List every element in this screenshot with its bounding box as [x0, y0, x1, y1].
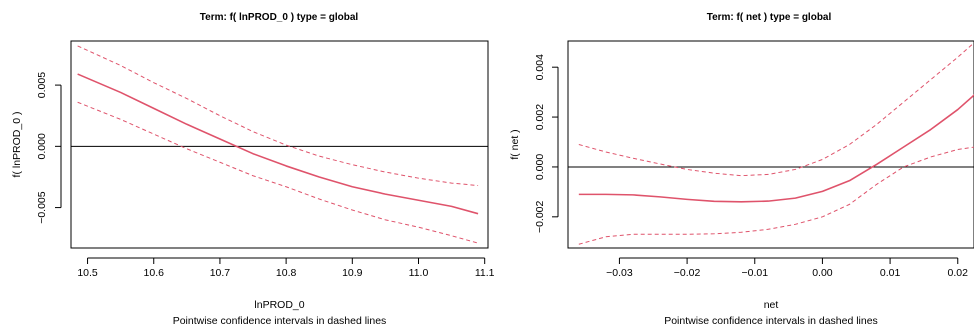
chart-title: Term: f( lnPROD_0 ) type = global	[200, 12, 359, 23]
x-tick-label: 0.01	[880, 267, 901, 279]
chart-panel-lnprod: Term: f( lnPROD_0 ) type = global 10.5 10.…	[11, 12, 495, 327]
x-tick-label: −0.03	[606, 267, 633, 279]
x-tick-label: 11.0	[409, 267, 429, 279]
lower-ci-line	[77, 101, 479, 244]
chart-title: Term: f( net ) type = global	[707, 12, 832, 23]
x-axis-label: net	[764, 299, 779, 311]
chart-subtitle: Pointwise confidence intervals in dashed…	[173, 315, 387, 327]
estimate-line	[578, 94, 974, 203]
x-tick-label: 10.7	[210, 267, 231, 279]
estimate-line	[77, 73, 479, 215]
y-axis-label: f( net )	[509, 129, 521, 159]
y-tick-label: −0.002	[534, 200, 546, 233]
upper-ci-line	[578, 42, 974, 177]
y-tick-label: 0.005	[36, 72, 48, 98]
chart-subtitle: Pointwise confidence intervals in dashed…	[664, 315, 878, 327]
chart-panel-net: Term: f( net ) type = global −0.03 −0.02 −0…	[509, 12, 974, 327]
y-tick-label: 0.004	[534, 54, 546, 80]
x-tick-label: 10.6	[144, 267, 165, 279]
x-tick-label: 10.8	[276, 267, 297, 279]
plot-frame	[567, 40, 974, 249]
x-tick-label: 11.1	[475, 267, 495, 279]
y-tick-label: −0.005	[36, 191, 48, 224]
x-axis-label: lnPROD_0	[254, 299, 304, 311]
x-tick-label: −0.02	[674, 267, 701, 279]
y-tick-label: 0.000	[36, 133, 48, 159]
x-tick-label: 0.02	[948, 267, 969, 279]
y-tick-label: 0.002	[534, 104, 546, 130]
x-tick-label: 10.5	[77, 267, 98, 279]
lower-ci-line	[578, 146, 974, 245]
plot-frame	[70, 40, 489, 249]
x-tick-label: 0.00	[812, 267, 833, 279]
upper-ci-line	[77, 45, 479, 187]
y-axis-label: f( lnPROD_0 )	[11, 112, 23, 178]
x-tick-label: −0.01	[741, 267, 768, 279]
y-tick-label: 0.000	[534, 154, 546, 180]
x-tick-label: 10.9	[342, 267, 363, 279]
